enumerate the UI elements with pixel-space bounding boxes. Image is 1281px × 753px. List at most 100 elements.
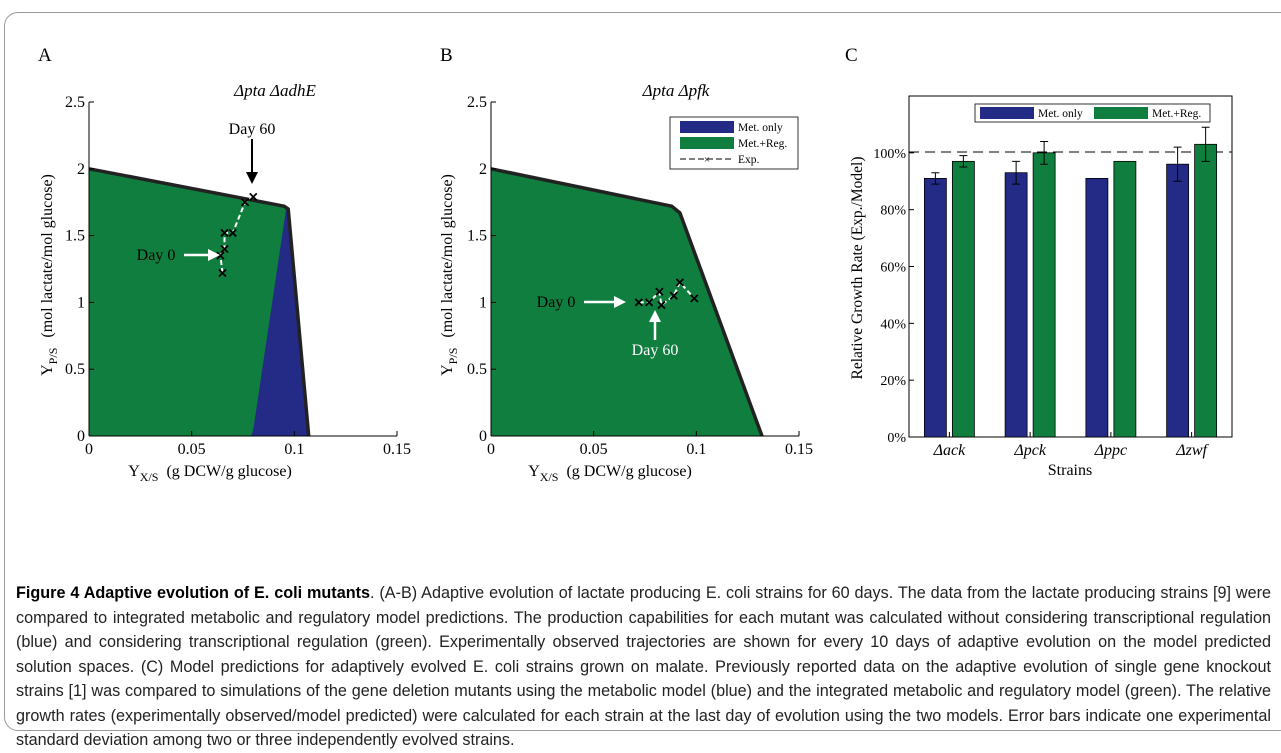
x-tick-label: 0 <box>487 441 495 458</box>
panel-b-boundary <box>490 167 764 437</box>
y-tick-label: 0% <box>887 431 906 446</box>
panel-b-ticks: 0 0.05 0.1 0.15 0 0.5 1 1.5 2 2.5 <box>467 94 813 458</box>
y-tick-label: 60% <box>880 261 906 276</box>
exp-point-marker <box>218 268 227 278</box>
panel-a-day0-arrowhead <box>208 249 220 261</box>
y-tick-label: 2 <box>479 161 487 178</box>
y-tick-label: 0.5 <box>467 361 487 378</box>
panel-a-day60-annotation: Day 60 <box>229 121 276 184</box>
panel-b: B Δpta Δpfk 0 0.05 0.1 0.15 0 0.5 1 1.5 2 2.5 Day… <box>439 45 813 484</box>
panel-c-legend-swatch-met-reg <box>1094 107 1148 119</box>
error-bar <box>931 172 940 185</box>
bar-met-only <box>923 178 947 438</box>
panel-c-legend-met-reg: Met.+Reg. <box>1152 108 1201 120</box>
error-bar <box>1201 126 1210 162</box>
bar-met-only <box>1166 163 1190 438</box>
y-tick-label: 1.5 <box>467 228 487 245</box>
panel-b-legend-x-icon: × <box>704 154 710 166</box>
x-tick-label: 0.05 <box>580 441 608 458</box>
x-tick-label: 0.1 <box>686 441 706 458</box>
figure-caption: Figure 4 Adaptive evolution of E. coli m… <box>16 581 1271 753</box>
panel-a-day0-label: Day 0 <box>137 247 176 264</box>
exp-point-marker <box>634 298 643 307</box>
panel-b-legend-swatch-met-reg <box>680 137 734 149</box>
panel-c-legend-met-only: Met. only <box>1038 108 1083 120</box>
x-tick-label: Δpck <box>1013 442 1046 459</box>
exp-point-marker <box>657 300 666 310</box>
panel-b-met-reg-region <box>491 168 762 437</box>
panel-b-y-label: YP/S(mol lactate/mol glucose) <box>439 174 460 376</box>
panel-b-letter: B <box>440 45 453 66</box>
x-tick-label: Δzwf <box>1175 442 1209 459</box>
y-tick-label: 80% <box>880 204 906 219</box>
panel-b-legend-exp: Exp. <box>738 154 760 166</box>
exp-point-marker <box>216 251 225 260</box>
panel-a-day0-annotation: Day 0 <box>137 247 220 264</box>
panel-b-title: Δpta Δpfk <box>642 81 710 100</box>
panel-b-legend-met-reg: Met.+Reg. <box>738 138 787 150</box>
panel-b-day0-arrowhead <box>614 296 626 308</box>
x-tick-label: Δack <box>933 442 966 459</box>
exp-point-marker <box>675 278 685 287</box>
error-bar <box>959 155 968 168</box>
x-tick-label: 0.15 <box>383 441 411 458</box>
error-bar <box>1173 146 1182 182</box>
exp-point-marker <box>220 228 229 238</box>
y-tick-label: 0.5 <box>65 361 85 378</box>
panel-b-legend-met-only: Met. only <box>738 122 783 134</box>
panel-a: A Δpta ΔadhE 0 0.05 0.1 0.15 0 0.5 1 1.5 2 2.5 Da… <box>38 45 411 484</box>
panel-c-y-label: Relative Growth Rate (Exp./Model) <box>849 157 866 380</box>
panel-a-ticks: 0 0.05 0.1 0.15 0 0.5 1 1.5 2 2.5 <box>65 94 411 458</box>
x-tick-label: 0 <box>85 441 93 458</box>
panel-c-legend: Met. only Met.+Reg. <box>974 103 1211 123</box>
panel-b-day60-arrowhead <box>649 310 661 322</box>
caption-title: Figure 4 Adaptive evolution of E. coli m… <box>16 584 370 602</box>
x-tick-label: Δppc <box>1094 442 1128 459</box>
y-tick-label: 2.5 <box>467 94 487 111</box>
caption-body: . (A-B) Adaptive evolution of lactate pr… <box>16 584 1271 749</box>
panel-c-bars <box>923 126 1218 438</box>
panel-a-title: Δpta ΔadhE <box>233 81 316 100</box>
error-bar <box>1040 140 1049 165</box>
panel-c-x-label: Strains <box>1048 462 1092 479</box>
panel-a-letter: A <box>38 45 52 66</box>
panel-a-day60-label: Day 60 <box>229 121 276 138</box>
panel-b-exp-markers <box>634 278 699 310</box>
panel-c-legend-swatch-met-only <box>980 107 1034 119</box>
x-tick-label: 0.1 <box>284 441 304 458</box>
panel-b-day0-label: Day 0 <box>537 294 576 311</box>
exp-point-marker <box>249 192 258 201</box>
panel-a-exp-markers <box>216 192 258 278</box>
panel-b-day0-annotation: Day 0 <box>537 294 626 311</box>
exp-point-marker <box>669 291 678 300</box>
panel-b-legend-swatch-met-only <box>680 121 734 133</box>
figure-svg: A Δpta ΔadhE 0 0.05 0.1 0.15 0 0.5 1 1.5 2 2.5 Da… <box>38 45 1233 484</box>
y-tick-label: 2.5 <box>65 94 85 111</box>
y-tick-label: 40% <box>880 317 906 332</box>
bar-met-reg <box>1032 152 1056 438</box>
bar-met-reg <box>1194 143 1218 438</box>
bar-met-only <box>1085 178 1109 438</box>
panel-b-day60-annotation: Day 60 <box>632 310 679 359</box>
x-tick-label: 0.05 <box>178 441 206 458</box>
panel-a-boundary <box>88 167 311 437</box>
panel-b-day60-label: Day 60 <box>632 342 679 359</box>
panel-b-x-label: YX/S (g DCW/g glucose) <box>528 463 692 484</box>
y-tick-label: 100% <box>873 147 906 162</box>
panel-c: C Δack Δpck Δppc Δzwf 0% 20% 40% 60% 80% 100% Met… <box>845 45 1233 479</box>
bar-met-reg <box>951 160 975 438</box>
x-tick-label: 0.15 <box>785 441 813 458</box>
y-tick-label: 1 <box>77 294 85 311</box>
panel-a-x-label: YX/S (g DCW/g glucose) <box>128 463 292 484</box>
exp-point-marker <box>240 198 250 207</box>
y-tick-label: 0 <box>77 428 85 445</box>
exp-point-marker <box>644 298 654 307</box>
exp-point-marker <box>655 287 664 296</box>
panel-c-letter: C <box>845 45 858 66</box>
y-tick-label: 2 <box>77 161 85 178</box>
error-bar <box>1012 160 1021 185</box>
y-tick-label: 1.5 <box>65 228 85 245</box>
bar-met-only <box>1004 172 1028 438</box>
panel-a-day60-arrowhead <box>246 172 258 184</box>
panel-a-y-label: YP/S(mol lactate/mol glucose) <box>39 174 60 376</box>
